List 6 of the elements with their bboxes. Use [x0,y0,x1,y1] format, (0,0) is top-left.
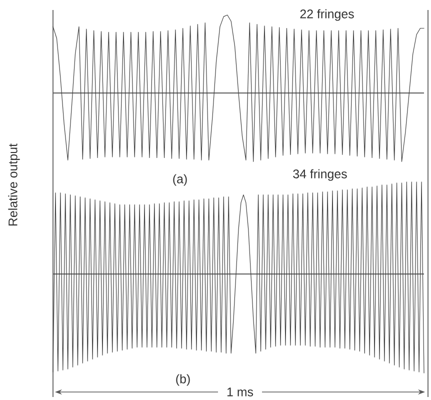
text: 34 fringes [293,169,347,181]
y-axis-title: Relative output [8,144,20,226]
text: 1 ms [227,388,254,396]
text: (b) [176,374,190,386]
annotation: 22 fringes [300,9,354,21]
annotation: (a) [173,174,187,186]
